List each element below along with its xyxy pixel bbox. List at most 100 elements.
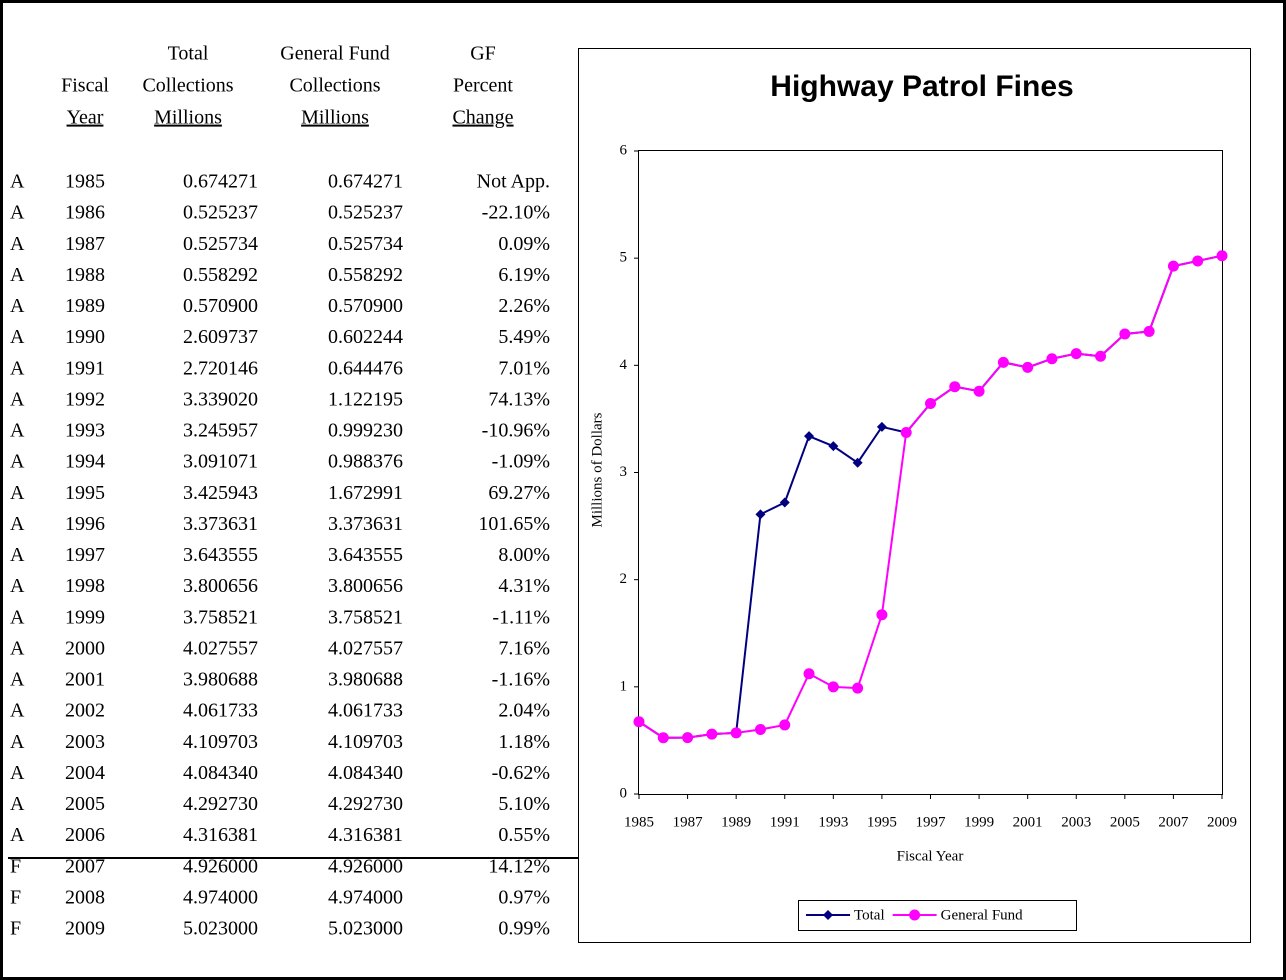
table-cell: 2007 — [65, 855, 105, 877]
point — [827, 681, 839, 693]
point — [682, 732, 694, 744]
table-cell: 2004 — [65, 762, 105, 784]
table-cell: A — [10, 264, 25, 286]
table-cell: 1997 — [65, 544, 105, 566]
x-axis-title: Fiscal Year — [897, 848, 964, 864]
table-cell: -1.09% — [492, 451, 550, 473]
table-cell: 4.316381 — [183, 824, 258, 846]
table-cell: A — [10, 171, 25, 193]
y-tick-label: 2 — [620, 571, 628, 587]
table-cell: 4.974000 — [183, 886, 258, 908]
table-cell: 1990 — [65, 326, 105, 348]
table-cell: 2001 — [65, 669, 105, 691]
x-tick-label: 1995 — [867, 814, 897, 830]
table-cell: A — [10, 451, 25, 473]
point — [1022, 361, 1034, 373]
table-cell: 2005 — [65, 793, 105, 815]
point — [973, 385, 985, 397]
table-cell: 4.109703 — [183, 731, 258, 753]
point — [1216, 250, 1228, 262]
table-cell: 0.558292 — [328, 264, 403, 286]
table-cell: 0.570900 — [183, 295, 258, 317]
point — [804, 431, 815, 442]
table-cell: A — [10, 762, 25, 784]
table-cell: 3.425943 — [183, 482, 258, 504]
table-cell: 3.980688 — [183, 669, 258, 691]
table-cell: 7.01% — [498, 357, 550, 379]
x-tick-label: 1987 — [673, 814, 704, 830]
column-header: Millions — [154, 107, 222, 129]
table-cell: 0.525237 — [328, 202, 403, 224]
plot-area — [638, 150, 1223, 795]
point — [900, 426, 912, 438]
table-cell: 2.609737 — [183, 326, 258, 348]
table-cell: 2000 — [65, 637, 105, 659]
y-axis-title: Millions of Dollars — [589, 412, 605, 527]
point — [730, 727, 742, 739]
table-cell: 4.974000 — [328, 886, 403, 908]
chart-title: Highway Patrol Fines — [770, 70, 1073, 103]
x-tick-label: 2003 — [1061, 814, 1091, 830]
table-cell: 5.023000 — [328, 918, 403, 940]
point — [1046, 353, 1058, 365]
table-cell: 4.061733 — [328, 700, 403, 722]
table-cell: F — [10, 886, 21, 908]
table-cell: A — [10, 357, 25, 379]
table-cell: 5.10% — [498, 793, 550, 815]
point — [1070, 348, 1082, 360]
table-cell: 3.758521 — [183, 606, 258, 628]
table-cell: 0.525734 — [328, 233, 403, 255]
table-cell: 2002 — [65, 700, 105, 722]
table-cell: 0.97% — [498, 886, 550, 908]
table-cell: 0.558292 — [183, 264, 258, 286]
table-cell: 74.13% — [488, 388, 550, 410]
point — [949, 381, 961, 393]
table-cell: 2008 — [65, 886, 105, 908]
point — [828, 441, 839, 452]
table-cell: 0.674271 — [183, 171, 258, 193]
table-cell: 4.084340 — [328, 762, 403, 784]
table-cell: F — [10, 918, 21, 940]
table-cell: A — [10, 482, 25, 504]
table-cell: -1.16% — [492, 669, 550, 691]
table-cell: 2006 — [65, 824, 105, 846]
table-cell: -10.96% — [482, 420, 550, 442]
column-header: GF — [470, 43, 496, 65]
x-tick-label: 2009 — [1207, 814, 1237, 830]
x-tick-label: 2005 — [1110, 814, 1140, 830]
table-cell: 4.292730 — [183, 793, 258, 815]
table-cell: 0.644476 — [328, 357, 403, 379]
table-cell: 69.27% — [488, 482, 550, 504]
table-cell: A — [10, 513, 25, 535]
table-cell: Not App. — [477, 171, 550, 193]
table-cell: 3.373631 — [183, 513, 258, 535]
point — [706, 728, 718, 740]
point — [1143, 325, 1155, 337]
x-tick-label: 2001 — [1013, 814, 1043, 830]
point — [657, 732, 669, 744]
point — [779, 719, 791, 731]
table-cell: A — [10, 295, 25, 317]
x-tick-label: 1991 — [770, 814, 800, 830]
table-cell: -0.62% — [492, 762, 550, 784]
table-cell: A — [10, 202, 25, 224]
table-cell: A — [10, 824, 25, 846]
table-cell: 1991 — [65, 357, 105, 379]
y-tick-label: 6 — [620, 142, 628, 158]
table-cell: A — [10, 326, 25, 348]
x-tick-label: 1985 — [624, 814, 654, 830]
y-tick-label: 3 — [620, 464, 628, 480]
table-cell: 0.99% — [498, 918, 550, 940]
table-cell: -1.11% — [492, 606, 550, 628]
table-cell: A — [10, 233, 25, 255]
column-header: General Fund — [280, 43, 389, 65]
point — [633, 716, 645, 728]
table-cell: 7.16% — [498, 637, 550, 659]
table-cell: 3.980688 — [328, 669, 403, 691]
y-tick-label: 4 — [620, 357, 628, 373]
x-tick-label: 1999 — [964, 814, 994, 830]
point — [754, 723, 766, 735]
y-tick-label: 0 — [620, 785, 628, 801]
x-tick-label: 1997 — [916, 814, 947, 830]
table-cell: 0.09% — [498, 233, 550, 255]
